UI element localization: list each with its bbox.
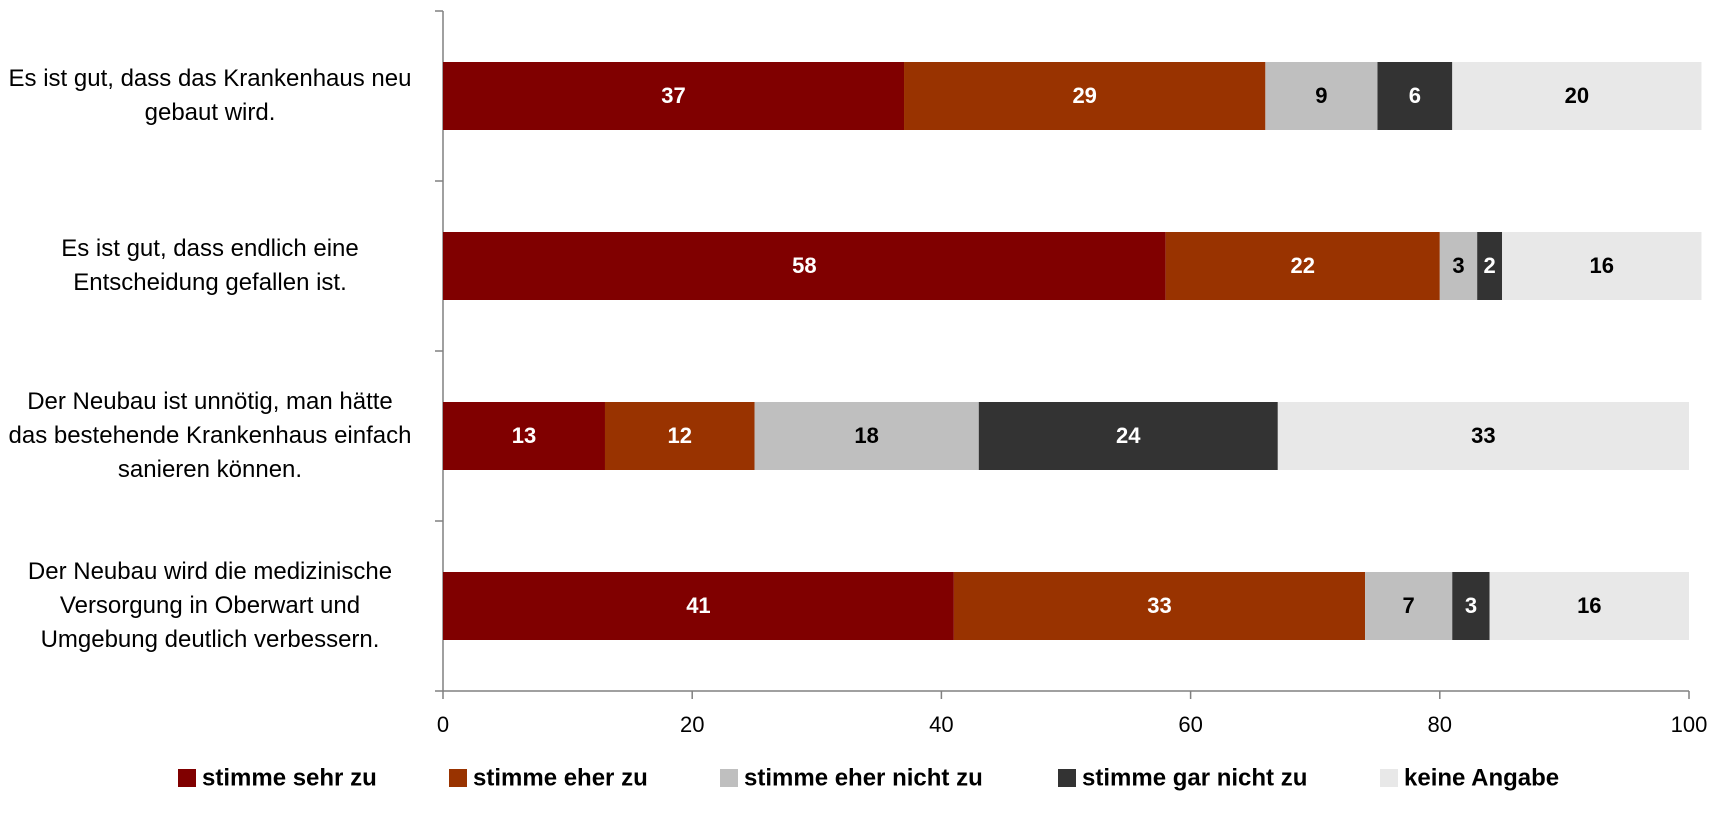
x-tick-label: 60 [1178,712,1202,737]
data-label: 58 [792,253,816,278]
bar-segment [1277,402,1689,470]
bar-segment [1489,572,1689,640]
legend-label: stimme gar nicht zu [1082,764,1307,791]
bar-segment [1502,232,1702,300]
data-label: 16 [1577,593,1601,618]
bar-segment [604,402,755,470]
bar-segment [1165,232,1440,300]
bar-segment [953,572,1366,640]
legend-swatch [178,769,196,787]
bar-segment [1452,572,1490,640]
bar-segment [1439,232,1478,300]
x-tick-label: 0 [437,712,449,737]
data-label: 13 [512,423,536,448]
legend-swatch [1380,769,1398,787]
data-label: 18 [854,423,878,448]
x-tick-label: 80 [1428,712,1452,737]
data-label: 24 [1116,423,1141,448]
bar-segment [1365,572,1453,640]
x-tick-label: 20 [680,712,704,737]
legend-swatch [720,769,738,787]
data-label: 22 [1290,253,1314,278]
data-label: 2 [1484,253,1496,278]
data-label: 33 [1147,593,1171,618]
bar-segment [1477,232,1503,300]
bar-segment [1265,62,1378,130]
data-label: 12 [667,423,691,448]
bar-segment [1377,62,1453,130]
legend-swatch [449,769,467,787]
x-tick-label: 40 [929,712,953,737]
data-label: 37 [661,83,685,108]
data-label: 9 [1315,83,1327,108]
data-label: 3 [1452,253,1464,278]
legend-label: stimme eher zu [473,764,648,791]
data-label: 7 [1403,593,1415,618]
legend-label: keine Angabe [1404,764,1559,791]
data-label: 33 [1471,423,1495,448]
bar-segment [443,402,605,470]
bar-segment [443,572,954,640]
x-tick-label: 100 [1671,712,1708,737]
bar-segment [443,62,905,130]
bar-segment [754,402,979,470]
bar-segment [904,62,1266,130]
category-label: Es ist gut, dass das Krankenhaus neu geb… [8,65,412,126]
data-label: 29 [1072,83,1096,108]
data-label: 16 [1590,253,1614,278]
legend-label: stimme sehr zu [202,764,377,791]
category-label: Der Neubau ist unnötig, man hätte das be… [8,388,412,483]
bar-segment [443,232,1166,300]
bar-segment [1452,62,1702,130]
legend-swatch [1058,769,1076,787]
data-label: 3 [1465,593,1477,618]
data-label: 41 [686,593,710,618]
bar-segment [978,402,1278,470]
data-label: 6 [1409,83,1421,108]
legend-label: stimme eher nicht zu [744,764,983,791]
category-label: Es ist gut, dass endlich eine Entscheidu… [61,235,359,296]
category-label: Der Neubau wird die medizinische Versorg… [27,558,393,653]
data-label: 20 [1565,83,1589,108]
